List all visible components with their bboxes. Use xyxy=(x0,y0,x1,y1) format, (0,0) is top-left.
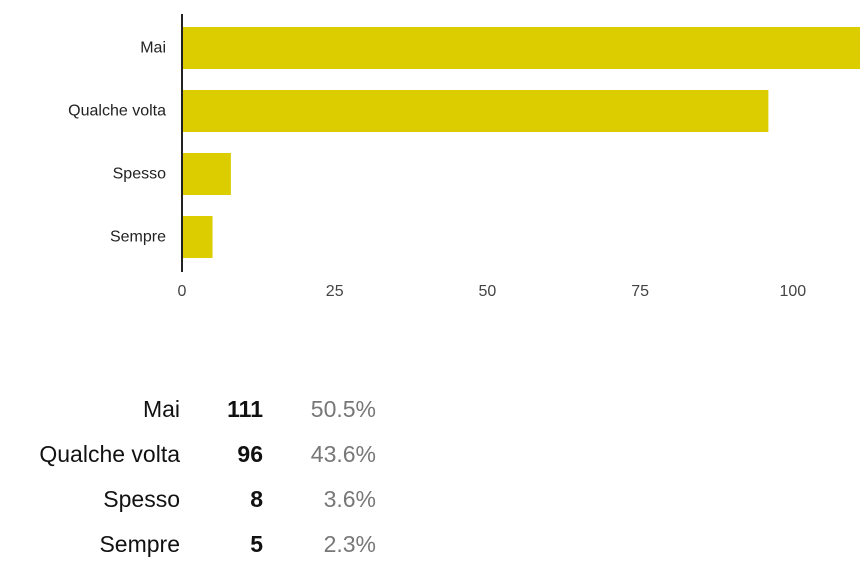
summary-percent: 3.6% xyxy=(323,486,376,512)
bars-group xyxy=(182,27,860,258)
summary-row-qualche-volta: Qualche volta 96 43.6% xyxy=(0,432,376,477)
bar-chart: Mai Qualche volta Spesso Sempre 0 25 50 75 100 xyxy=(68,14,860,300)
summary-label: Sempre xyxy=(99,531,180,557)
category-labels: Mai Qualche volta Spesso Sempre xyxy=(68,40,166,246)
summary-label: Spesso xyxy=(103,486,180,512)
category-label-sempre: Sempre xyxy=(110,229,166,246)
summary-table: Mai 111 50.5% Qualche volta 96 43.6% Spe… xyxy=(0,387,376,567)
summary-row-spesso: Spesso 8 3.6% xyxy=(0,477,376,522)
bar-mai xyxy=(182,27,860,69)
summary-percent: 2.3% xyxy=(323,531,376,557)
summary-row-mai: Mai 111 50.5% xyxy=(0,387,376,432)
summary-label: Mai xyxy=(142,396,180,422)
summary-row-sempre: Sempre 5 2.3% xyxy=(0,522,376,567)
bar-sempre xyxy=(182,216,213,258)
category-label-mai: Mai xyxy=(140,40,166,57)
summary-percent: 50.5% xyxy=(310,396,376,422)
summary-percent: 43.6% xyxy=(310,441,376,467)
x-tick-label-75: 75 xyxy=(631,283,649,300)
summary-label: Qualche volta xyxy=(39,441,180,467)
bar-qualche-volta xyxy=(182,90,769,132)
summary-count: 96 xyxy=(237,441,263,467)
summary-count: 8 xyxy=(250,486,263,512)
summary-count: 111 xyxy=(227,396,263,422)
bar-spesso xyxy=(182,153,231,195)
x-tick-label-100: 100 xyxy=(779,283,806,300)
summary-count: 5 xyxy=(250,531,263,557)
x-tick-label-25: 25 xyxy=(326,283,344,300)
x-tick-labels: 0 25 50 75 100 xyxy=(178,283,807,300)
x-tick-label-50: 50 xyxy=(479,283,497,300)
category-label-qualche-volta: Qualche volta xyxy=(68,103,166,120)
category-label-spesso: Spesso xyxy=(113,166,166,183)
x-tick-label-0: 0 xyxy=(178,283,187,300)
